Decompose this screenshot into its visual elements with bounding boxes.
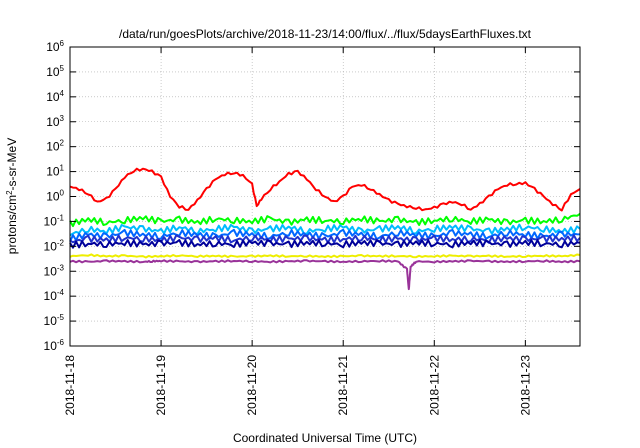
y-tick-exponent: 4 [60,89,65,98]
y-tick-label: 100 [46,189,64,204]
y-tick-base: 10 [46,115,60,129]
y-tick-label: 10-6 [44,338,65,353]
x-tick-label: 2018-11-18 [63,355,77,416]
y-tick-base: 10 [44,339,58,353]
y-tick-base: 10 [46,40,60,54]
y-tick-base: 10 [46,190,60,204]
x-tick-label: 2018-11-20 [245,355,259,416]
x-tick-label: 2018-11-22 [427,355,441,416]
y-tick-label: 104 [46,89,64,104]
y-tick-exponent: 6 [60,39,65,48]
series-line-2 [69,213,581,228]
y-tick-base: 10 [46,90,60,104]
y-tick-label: 105 [46,64,64,79]
y-tick-exponent: -6 [57,338,65,347]
y-tick-exponent: 1 [60,164,65,173]
y-tick-label: 10-1 [44,213,65,228]
y-tick-exponent: 2 [60,139,65,148]
series-line-1 [69,167,581,212]
y-tick-base: 10 [44,314,58,328]
series-line-8 [69,259,581,291]
x-tick-label: 2018-11-21 [336,355,350,416]
x-axis-ticks: 2018-11-18 2018-11-19 2018-11-20 2018-11-21… [63,47,532,416]
y-tick-exponent: -5 [57,313,65,322]
y-tick-label: 10-4 [44,288,65,303]
series-line-6 [69,239,581,249]
y-tick-label: 103 [46,114,64,129]
x-axis-label: Coordinated Universal Time (UTC) [233,431,417,445]
y-tick-exponent: -4 [57,288,65,297]
y-axis-label: protons/cm2-s-sr-MeV [5,138,19,254]
y-tick-label: 10-3 [44,263,65,278]
y-tick-base: 10 [46,140,60,154]
y-tick-exponent: -2 [57,238,65,247]
y-tick-exponent: -3 [57,263,65,272]
y-tick-label: 102 [46,139,64,154]
y-tick-base: 10 [44,239,58,253]
series-line-5 [69,234,581,244]
y-axis-label-sup: 2 [5,190,14,195]
y-tick-exponent: 5 [60,64,65,73]
y-tick-label: 10-2 [44,238,65,253]
series-line-7 [69,253,581,259]
y-tick-exponent: -1 [57,213,65,222]
y-tick-label: 106 [46,39,64,54]
chart-title: /data/run/goesPlots/archive/2018-11-23/1… [119,27,532,41]
y-tick-base: 10 [44,264,58,278]
y-axis-ticks: 10610510410310210110010-110-210-310-410-… [44,39,580,353]
y-tick-base: 10 [44,289,58,303]
y-tick-base: 10 [44,214,58,228]
y-axis-label-tail: -s-sr-MeV [5,138,19,191]
y-tick-exponent: 3 [60,114,65,123]
y-tick-exponent: 0 [60,189,65,198]
y-tick-label: 101 [46,164,64,179]
y-tick-base: 10 [46,165,60,179]
y-axis-label-main: protons/cm [5,195,19,254]
series-line-4 [69,228,581,243]
y-tick-base: 10 [46,65,60,79]
series-layer [69,167,581,291]
x-tick-label: 2018-11-23 [518,355,532,416]
x-tick-label: 2018-11-19 [154,355,168,416]
series-line-3 [69,223,581,237]
y-tick-label: 10-5 [44,313,65,328]
